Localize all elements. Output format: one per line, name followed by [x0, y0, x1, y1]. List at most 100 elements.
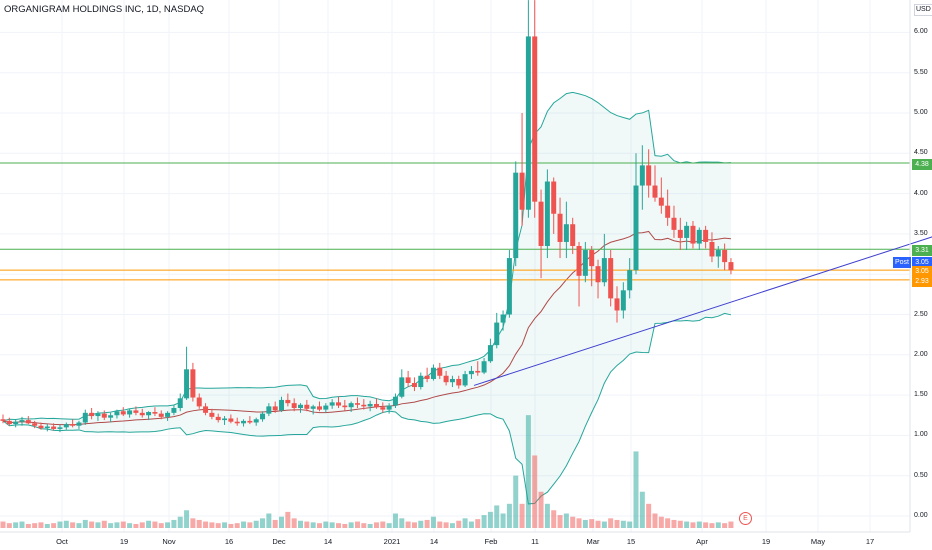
- volume-bar: [620, 520, 626, 528]
- price-tick: 5.50: [914, 68, 928, 76]
- candle-body: [266, 406, 272, 414]
- candle-body: [354, 403, 360, 405]
- horizontal-levels[interactable]: [0, 162, 910, 281]
- volume-bar: [399, 518, 405, 528]
- volume-bar: [6, 523, 12, 528]
- candle-body: [411, 383, 417, 388]
- volume-bar: [627, 521, 633, 528]
- volume-bar: [500, 513, 506, 528]
- volume-bar: [633, 451, 639, 528]
- volume-bar: [481, 515, 487, 528]
- candle-body: [563, 224, 569, 242]
- time-tick: 19: [119, 537, 129, 546]
- volume-bar: [703, 522, 709, 528]
- volume-bar: [63, 520, 69, 528]
- volume-bar: [291, 518, 297, 528]
- time-tick: 15: [626, 537, 636, 546]
- candle-body: [139, 412, 145, 416]
- volume-bar: [538, 491, 544, 528]
- price-tick: 1.00: [914, 431, 928, 439]
- volume-bar: [456, 520, 462, 528]
- candle-body: [158, 413, 164, 417]
- volume-bar: [127, 523, 133, 528]
- candle-body: [171, 407, 177, 413]
- volume-bar: [608, 518, 614, 528]
- candle-body: [728, 262, 734, 271]
- volume-bar: [44, 523, 50, 528]
- volume-bar: [272, 519, 278, 528]
- candle-body: [114, 411, 120, 416]
- volume-bar: [285, 511, 291, 528]
- candle-body: [279, 399, 285, 411]
- earnings-marker[interactable]: E: [739, 512, 752, 525]
- volume-bar: [722, 523, 728, 528]
- candle-body: [120, 411, 126, 415]
- volume-bar: [146, 520, 152, 528]
- volume-bar: [215, 523, 221, 528]
- candle-body: [108, 415, 114, 418]
- time-tick: May: [810, 537, 826, 546]
- candle-body: [0, 419, 6, 421]
- volume-bar: [728, 521, 734, 528]
- volume-bar: [525, 415, 531, 528]
- candle-body: [437, 367, 443, 376]
- volume-bar: [367, 523, 373, 528]
- volume-bar: [171, 519, 177, 528]
- candle-body: [684, 225, 690, 238]
- time-tick: Mar: [586, 537, 600, 546]
- candle-body: [272, 406, 278, 411]
- volume-bar: [57, 521, 63, 528]
- candle-body: [373, 403, 379, 408]
- volume-bar: [576, 518, 582, 528]
- volume-bar: [25, 523, 31, 528]
- candle-body: [696, 229, 702, 244]
- candle-body: [361, 404, 367, 407]
- volume-bar: [82, 519, 88, 528]
- volume-bar: [101, 520, 107, 528]
- candle-body: [532, 36, 538, 202]
- volume-bar: [418, 520, 424, 528]
- volume-bar: [443, 522, 449, 528]
- candle-body: [44, 426, 50, 429]
- volume-bar: [139, 522, 145, 528]
- candle-body: [25, 420, 31, 424]
- volume-bar: [506, 503, 512, 528]
- candle-body: [51, 426, 57, 429]
- volume-bar: [184, 510, 190, 528]
- volume-bar: [684, 521, 690, 528]
- volume-bar: [158, 523, 164, 528]
- candle-body: [690, 225, 696, 244]
- volume-bar: [513, 475, 519, 528]
- volume-bar: [671, 519, 677, 528]
- volume-bar: [298, 520, 304, 528]
- volume-bar: [323, 521, 329, 528]
- volume-bar: [209, 522, 215, 528]
- candle-body: [570, 224, 576, 246]
- candle-body: [715, 250, 721, 257]
- candle-body: [6, 420, 12, 425]
- trendline[interactable]: [473, 199, 932, 386]
- volume-bar: [544, 503, 550, 528]
- volume-bar: [317, 523, 322, 528]
- price-tick: 0.00: [914, 512, 928, 519]
- volume-bar: [89, 521, 95, 528]
- candle-body: [506, 258, 512, 315]
- candle-body: [70, 424, 76, 426]
- volume-bar: [405, 521, 411, 528]
- volume-bars: [0, 415, 734, 528]
- currency-label[interactable]: USD: [914, 4, 932, 16]
- candle-body: [481, 361, 487, 373]
- candle-body: [608, 258, 614, 299]
- candle-body: [146, 412, 152, 416]
- volume-bar: [354, 521, 360, 528]
- volume-bar: [222, 522, 228, 528]
- candle-body: [32, 423, 38, 426]
- candle-body: [589, 250, 595, 267]
- trendline-segment: [473, 236, 932, 386]
- volume-bar: [120, 521, 126, 528]
- volume-bar: [76, 523, 82, 528]
- volume-bar: [177, 516, 183, 528]
- candle-body: [399, 377, 405, 397]
